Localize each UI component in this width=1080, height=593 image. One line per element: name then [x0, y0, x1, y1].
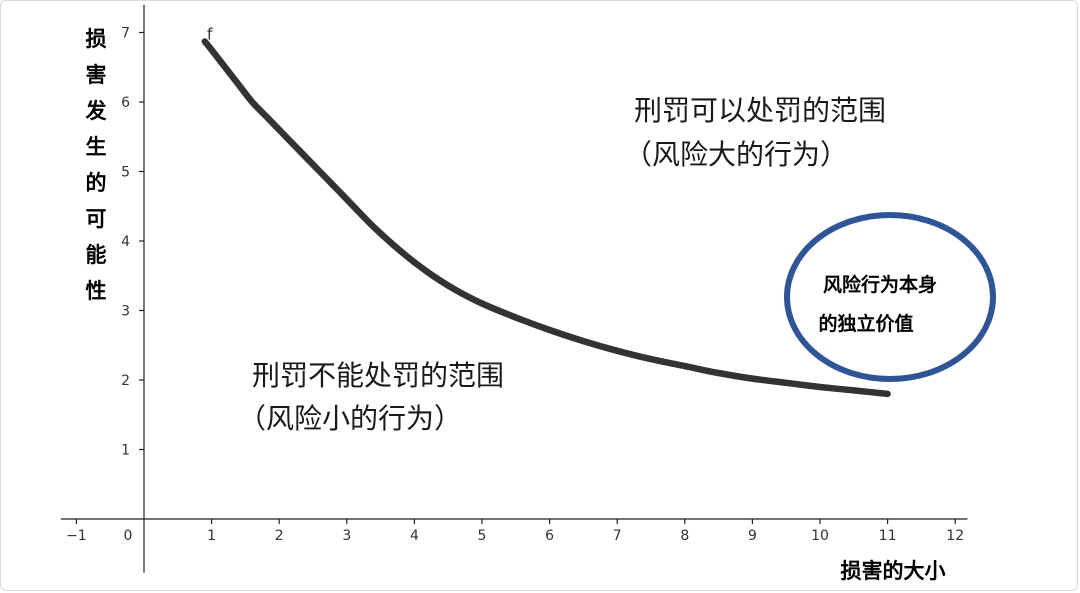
- lower-region-sublabel: （风险小的行为）: [238, 402, 462, 435]
- x-tick-label: 0: [124, 528, 133, 544]
- upper-region-sublabel: （风险大的行为）: [624, 138, 848, 171]
- y-axis-label-char: 性: [86, 279, 107, 303]
- y-tick-label: 3: [121, 304, 130, 320]
- x-tick-label: 5: [478, 528, 487, 544]
- x-tick-label: 6: [545, 528, 554, 544]
- y-axis-label-char: 害: [86, 63, 107, 87]
- x-tick-label: 8: [680, 528, 689, 544]
- y-axis-label-char: 能: [86, 243, 107, 267]
- y-tick-label: 6: [121, 95, 130, 111]
- x-tick-label: 7: [613, 528, 622, 544]
- y-tick-label: 2: [121, 373, 130, 389]
- x-tick-label: −1: [66, 528, 87, 544]
- y-tick-label: 1: [121, 443, 130, 459]
- y-ticks: 1 2 3 4 5 6 7: [121, 26, 144, 459]
- y-axis-label-char: 生: [86, 135, 107, 159]
- circle-label-line2: 的独立价值: [818, 312, 913, 335]
- series-line-f: [201, 38, 891, 398]
- upper-region-label: 刑罚可以处罚的范围: [634, 94, 886, 127]
- x-tick-label: 12: [946, 528, 964, 544]
- y-tick-label: 4: [121, 234, 130, 250]
- y-axis-label-char: 的: [86, 171, 107, 195]
- x-tick-label: 11: [879, 528, 897, 544]
- lower-region-label: 刑罚不能处罚的范围: [252, 359, 504, 392]
- x-tick-label: 2: [275, 528, 284, 544]
- x-tick-label: 1: [207, 528, 216, 544]
- x-tick-label: 10: [811, 528, 829, 544]
- y-axis-label-char: 损: [86, 27, 107, 51]
- series-label-f: f: [207, 25, 213, 44]
- circle-label-line1: 风险行为本身: [823, 273, 937, 296]
- y-tick-label: 5: [121, 165, 130, 181]
- highlight-circle: [784, 212, 996, 382]
- x-ticks: −1 0 1 2 3 4 5 6 7 8 9 10 11 12: [66, 519, 964, 544]
- y-axis-label-char: 发: [85, 99, 108, 123]
- y-axis-label-char: 可: [86, 207, 107, 231]
- x-tick-label: 9: [748, 528, 757, 544]
- x-tick-label: 3: [342, 528, 351, 544]
- x-tick-label: 4: [410, 528, 419, 544]
- y-tick-label: 7: [121, 26, 130, 42]
- x-axis-label: 损害的大小: [841, 559, 946, 583]
